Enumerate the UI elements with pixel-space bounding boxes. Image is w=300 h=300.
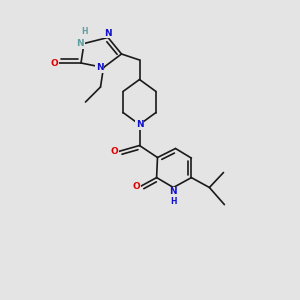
Text: O: O bbox=[111, 147, 119, 156]
Text: N: N bbox=[104, 28, 112, 38]
Text: N: N bbox=[169, 188, 177, 196]
Text: N: N bbox=[96, 63, 103, 72]
Text: N: N bbox=[76, 39, 84, 48]
Text: H: H bbox=[170, 197, 177, 206]
Text: H: H bbox=[81, 27, 88, 36]
Text: N: N bbox=[136, 120, 143, 129]
Text: O: O bbox=[51, 58, 58, 68]
Text: O: O bbox=[132, 182, 140, 191]
